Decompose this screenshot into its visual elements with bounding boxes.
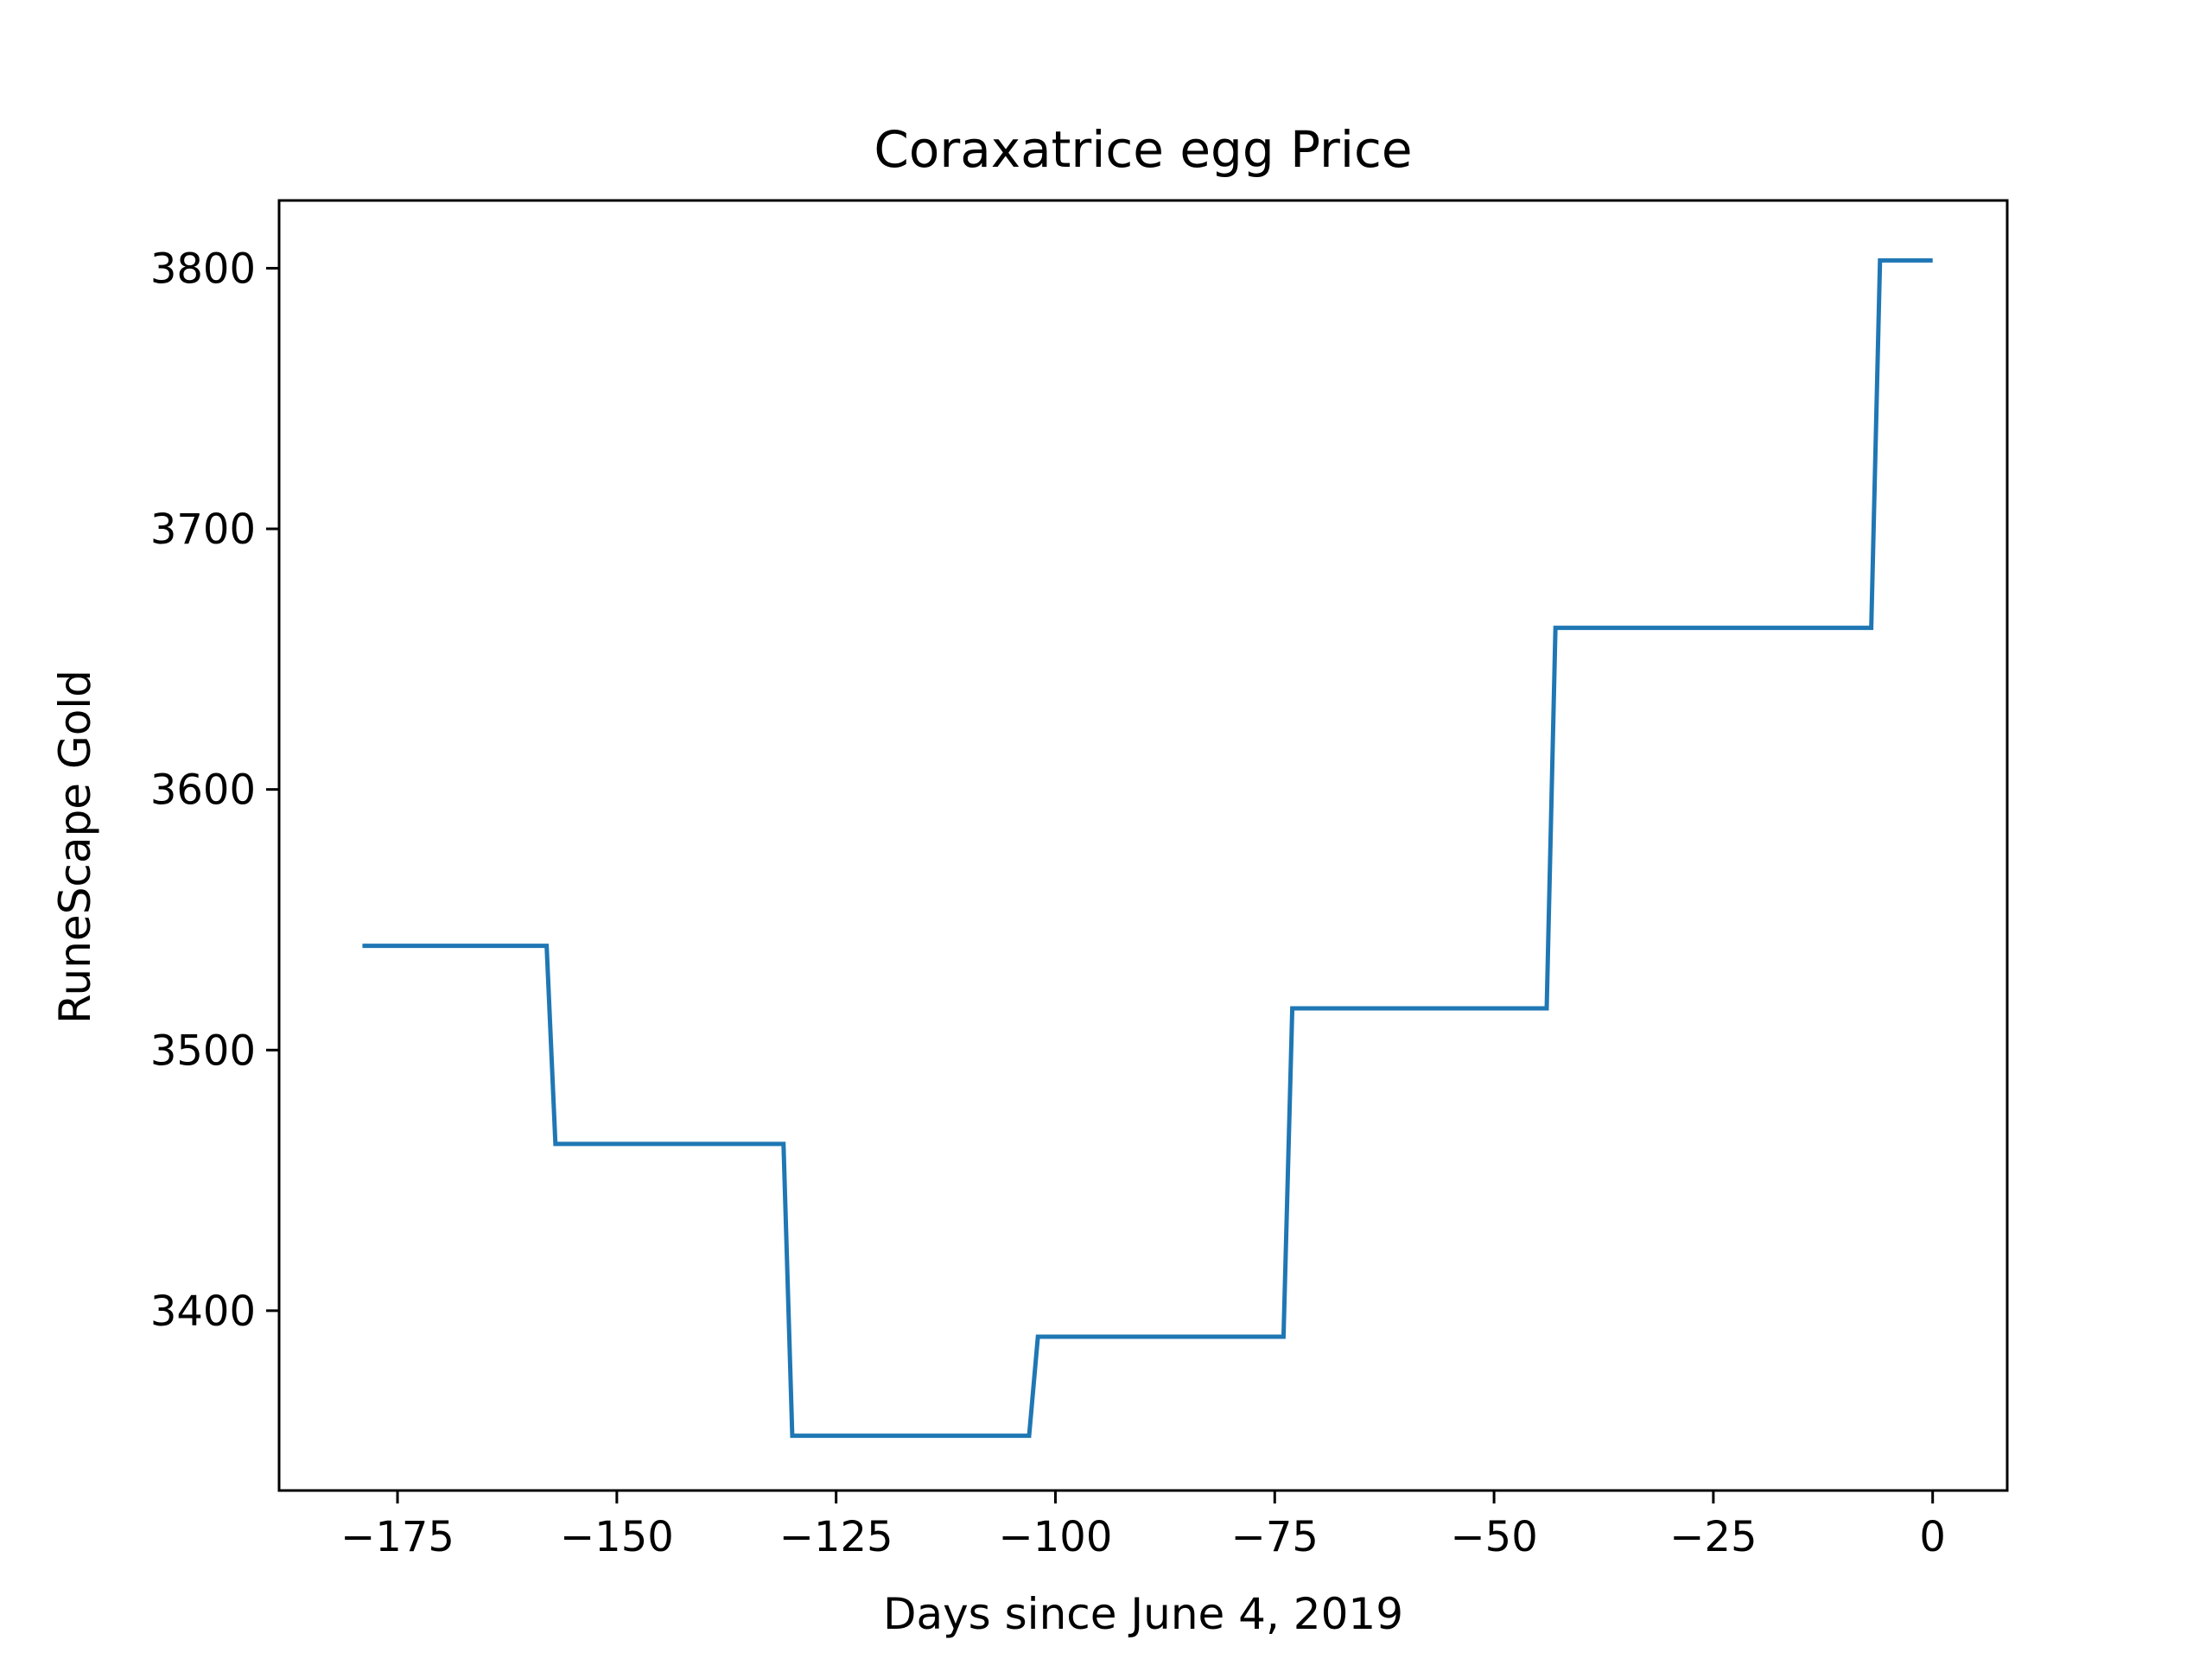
- y-axis-label: RuneScape Gold: [50, 670, 100, 1024]
- x-axis-ticks: −175 −150 −125 −100 −75 −50 −25 0: [340, 1491, 1946, 1561]
- y-tick-label: 3400: [150, 1287, 256, 1336]
- x-axis-label: Days since June 4, 2019: [883, 1589, 1403, 1639]
- plot-frame: [277, 199, 2009, 1492]
- x-tick-label: −175: [340, 1513, 454, 1561]
- x-tick-label: −50: [1450, 1513, 1537, 1561]
- y-tick-label: 3700: [150, 505, 256, 554]
- series-line: [362, 257, 1933, 1439]
- x-tick-label: −75: [1231, 1513, 1319, 1561]
- chart-title: Coraxatrice egg Price: [874, 120, 1412, 179]
- y-tick-label: 3500: [150, 1027, 256, 1075]
- x-tick-label: 0: [1919, 1513, 1946, 1561]
- series-layer: [362, 257, 1933, 1439]
- x-tick-label: −100: [999, 1513, 1113, 1561]
- x-tick-label: −150: [560, 1513, 674, 1561]
- y-axis-ticks: 3400 3500 3600 3700 3800: [150, 245, 279, 1336]
- x-tick-label: −25: [1669, 1513, 1757, 1561]
- y-tick-label: 3800: [150, 245, 256, 293]
- y-tick-label: 3600: [150, 766, 256, 815]
- x-tick-label: −125: [779, 1513, 893, 1561]
